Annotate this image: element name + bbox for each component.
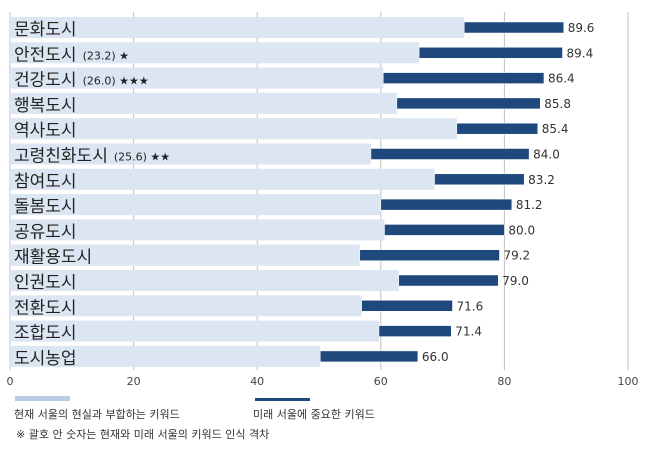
bar-future xyxy=(380,198,513,211)
value-label: 66.0 xyxy=(422,350,449,364)
bar-future xyxy=(370,148,530,160)
x-tick-label: 100 xyxy=(618,375,639,388)
category-label: 건강도시 xyxy=(14,71,77,91)
value-label: 89.4 xyxy=(566,46,593,60)
bar-future xyxy=(398,274,499,287)
value-label: 79.2 xyxy=(503,249,530,263)
bar-future xyxy=(463,21,564,34)
value-label: 86.4 xyxy=(548,72,575,86)
bar-future xyxy=(378,325,452,337)
x-tick-label: 0 xyxy=(7,375,14,388)
category-label: 행복도시 xyxy=(14,96,77,116)
category-label: 고령친화도시 xyxy=(14,147,108,167)
category-label: 돌봄도시 xyxy=(14,197,77,217)
value-label: 89.6 xyxy=(568,21,595,35)
value-label: 83.2 xyxy=(528,173,555,187)
legend-label-current: 현재 서울의 현실과 부합하는 키워드 xyxy=(14,408,180,421)
value-label: 84.0 xyxy=(533,148,560,162)
gap-annotation: (26.0) ★★★ xyxy=(83,75,149,88)
value-label: 80.0 xyxy=(508,223,535,237)
bar-future xyxy=(456,122,539,135)
bar-current xyxy=(10,118,457,140)
bar-current xyxy=(10,17,465,38)
value-label: 71.4 xyxy=(455,325,482,339)
value-label: 81.2 xyxy=(516,198,543,212)
bar-future xyxy=(359,249,500,261)
bar-current xyxy=(10,168,435,190)
category-label: 참여도시 xyxy=(14,172,77,192)
bar-current xyxy=(10,219,385,241)
category-label: 공유도시 xyxy=(14,222,77,242)
x-tick-label: 60 xyxy=(374,375,388,388)
bar-future xyxy=(434,173,525,186)
bar-future xyxy=(396,97,541,110)
bar-future xyxy=(361,300,453,312)
value-label: 85.8 xyxy=(544,97,571,111)
bar-future xyxy=(384,224,505,236)
value-label: 71.6 xyxy=(456,299,483,313)
bar-future xyxy=(418,47,563,59)
x-tick-label: 40 xyxy=(250,375,264,388)
category-label: 역사도시 xyxy=(14,121,77,141)
bar-current xyxy=(10,320,379,342)
category-label: 인권도시 xyxy=(14,273,77,293)
bar-current xyxy=(10,194,381,216)
bar-future xyxy=(383,72,545,84)
gap-annotation: (25.6) ★★ xyxy=(114,151,170,164)
category-label: 안전도시 xyxy=(14,45,77,65)
bar-current xyxy=(10,143,371,165)
bar-current xyxy=(10,67,384,89)
legend-swatch-future xyxy=(255,398,310,401)
bar-current xyxy=(10,42,420,64)
value-label: 79.0 xyxy=(502,274,529,288)
value-label: 85.4 xyxy=(542,122,569,136)
x-tick-label: 80 xyxy=(497,375,511,388)
bar-future xyxy=(319,350,419,363)
bar-current xyxy=(10,345,321,367)
bar-current xyxy=(10,295,362,317)
category-label: 도시농업 xyxy=(14,349,77,369)
category-label: 조합도시 xyxy=(14,324,77,344)
category-label: 전환도시 xyxy=(14,298,77,318)
legend-swatch-current xyxy=(15,396,70,401)
category-label: 문화도시 xyxy=(14,20,77,40)
bar-current xyxy=(10,270,399,291)
chart-note: ※ 괄호 안 숫자는 현재와 미래 서울의 키워드 인식 격차 xyxy=(16,428,270,441)
x-tick-label: 20 xyxy=(127,375,141,388)
bar-current xyxy=(10,92,397,114)
bar-current xyxy=(10,244,360,266)
gap-annotation: (23.2) ★ xyxy=(83,49,130,62)
legend-label-future: 미래 서울에 중요한 키워드 xyxy=(253,408,375,421)
category-label: 재활용도시 xyxy=(14,248,92,268)
